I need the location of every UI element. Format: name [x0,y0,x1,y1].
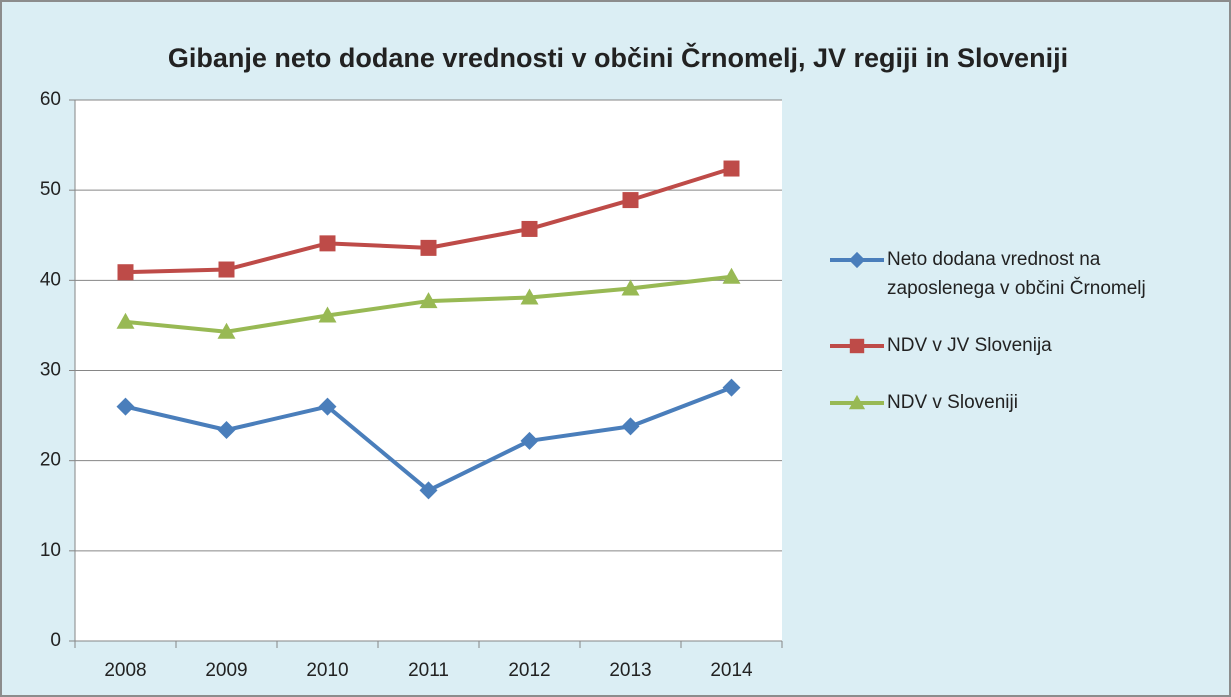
legend-label: Neto dodana vrednost na zaposlenega v ob… [887,249,1146,299]
marker [520,288,539,305]
y-tick-label: 0 [50,630,61,651]
marker [723,160,740,177]
y-tick-label: 60 [40,89,61,110]
marker [849,338,865,354]
marker [117,264,134,281]
x-tick-label: 2013 [609,660,651,681]
plot [116,160,741,500]
x-tick-label: 2012 [508,660,550,681]
y-tick-label: 40 [40,269,61,290]
x-tick-label: 2014 [710,660,753,681]
y-tick-label: 10 [40,540,61,561]
legend-swatch [830,338,884,354]
x-tick-label: 2009 [205,660,247,681]
legend-entry: NDV v JV Slovenija [830,331,1210,360]
marker [420,239,437,256]
legend: Neto dodana vrednost na zaposlenega v ob… [830,245,1210,445]
legend-entry: NDV v Sloveniji [830,388,1210,417]
marker [217,421,236,440]
x-tick-label: 2010 [306,660,348,681]
y-tick-label: 50 [40,179,61,200]
x-tick-label: 2008 [104,660,146,681]
marker [116,397,135,416]
marker [521,220,538,237]
legend-entry: Neto dodana vrednost na zaposlenega v ob… [830,245,1210,303]
marker [116,312,135,329]
marker [621,417,640,436]
grid: 0 10 20 30 40 50 60 2008 2009 2010 2011 2012 2013 201… [40,89,783,681]
marker [520,431,539,450]
chart-title: Gibanje neto dodane vrednosti v občini Č… [168,42,1068,73]
marker [722,267,741,284]
marker [722,378,741,397]
y-tick-label: 30 [40,360,61,381]
y-tick-label: 20 [40,450,61,471]
marker [419,292,438,309]
legend-swatch [830,394,884,410]
marker [319,235,336,252]
legend-swatch [830,251,884,269]
marker [622,192,639,209]
marker [848,394,866,410]
legend-label: NDV v Sloveniji [887,392,1018,413]
marker [217,322,236,339]
marker [318,397,337,416]
marker [419,481,438,500]
marker [848,251,866,269]
marker [318,306,337,323]
x-tick-label: 2011 [408,660,449,681]
marker [218,261,235,278]
marker [621,279,640,296]
legend-label: NDV v JV Slovenija [887,335,1052,356]
